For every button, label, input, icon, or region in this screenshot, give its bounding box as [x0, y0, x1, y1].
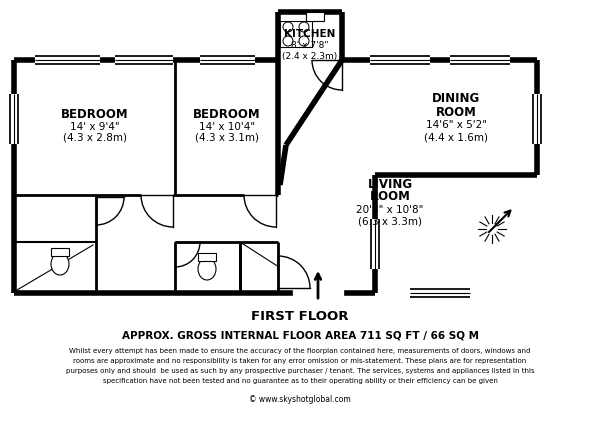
Text: ROOM: ROOM [370, 190, 410, 204]
Text: 14'6" x 5'2": 14'6" x 5'2" [425, 120, 487, 130]
Text: DINING: DINING [432, 92, 480, 106]
Text: (6.3 x 3.3m): (6.3 x 3.3m) [358, 217, 422, 227]
Bar [198, 253, 216, 261]
Text: (4.3 x 3.1m): (4.3 x 3.1m) [195, 133, 259, 143]
Text: (4.4 x 1.6m): (4.4 x 1.6m) [424, 132, 488, 142]
Text: 14' x 10'4": 14' x 10'4" [199, 122, 255, 132]
Text: ROOM: ROOM [436, 106, 476, 118]
Text: 14' x 9'4": 14' x 9'4" [70, 122, 120, 132]
Text: LIVING: LIVING [367, 178, 413, 190]
Text: 8' x 7'8": 8' x 7'8" [291, 42, 329, 50]
Text: purposes only and should  be used as such by any prospective purchaser / tenant.: purposes only and should be used as such… [65, 368, 535, 374]
Text: specification have not been tested and no guarantee as to their operating abilit: specification have not been tested and n… [103, 378, 497, 384]
Text: (4.3 x 2.8m): (4.3 x 2.8m) [63, 133, 127, 143]
Bar [306, 12, 324, 21]
Text: (2.4 x 2.3m): (2.4 x 2.3m) [283, 51, 338, 61]
Text: APPROX. GROSS INTERNAL FLOOR AREA 711 SQ FT / 66 SQ M: APPROX. GROSS INTERNAL FLOOR AREA 711 SQ… [121, 330, 479, 340]
Text: KITCHEN: KITCHEN [284, 29, 335, 39]
Text: BEDROOM: BEDROOM [193, 108, 261, 120]
Text: 20'8" x 10'8": 20'8" x 10'8" [356, 205, 424, 215]
Text: © www.skyshotglobal.com: © www.skyshotglobal.com [249, 394, 351, 404]
Bar [280, 21, 312, 47]
Bar [51, 248, 69, 256]
Ellipse shape [198, 258, 216, 280]
Text: FIRST FLOOR: FIRST FLOOR [251, 310, 349, 323]
Ellipse shape [51, 253, 69, 275]
Text: BEDROOM: BEDROOM [61, 108, 129, 120]
Text: rooms are approximate and no responsibility is taken for any error omission or m: rooms are approximate and no responsibil… [73, 358, 527, 364]
Text: Whilst every attempt has been made to ensure the accuracy of the floorplan conta: Whilst every attempt has been made to en… [70, 348, 530, 354]
